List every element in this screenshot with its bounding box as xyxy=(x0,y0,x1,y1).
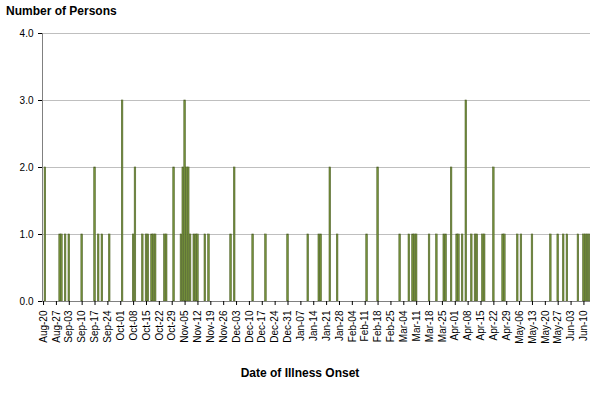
svg-text:Feb-04: Feb-04 xyxy=(347,310,358,342)
svg-text:Jan-14: Jan-14 xyxy=(308,310,319,341)
svg-text:Oct-15: Oct-15 xyxy=(141,310,152,340)
svg-text:Nov-19: Nov-19 xyxy=(205,310,216,343)
svg-text:Sep-10: Sep-10 xyxy=(76,310,87,343)
svg-text:Oct-08: Oct-08 xyxy=(128,310,139,340)
svg-text:Sep-17: Sep-17 xyxy=(89,310,100,343)
svg-text:0.0: 0.0 xyxy=(20,296,34,307)
svg-text:Dec-17: Dec-17 xyxy=(256,310,267,343)
svg-text:Sep-03: Sep-03 xyxy=(63,310,74,343)
svg-text:Mar-25: Mar-25 xyxy=(437,310,448,342)
svg-text:Feb-25: Feb-25 xyxy=(385,310,396,342)
svg-text:Jun-03: Jun-03 xyxy=(565,310,576,341)
svg-text:Apr-29: Apr-29 xyxy=(501,310,512,340)
svg-text:Apr-15: Apr-15 xyxy=(475,310,486,340)
svg-text:Jan-21: Jan-21 xyxy=(321,310,332,341)
svg-text:Feb-18: Feb-18 xyxy=(372,310,383,342)
svg-text:Nov-26: Nov-26 xyxy=(218,310,229,343)
svg-text:Mar-11: Mar-11 xyxy=(411,310,422,341)
svg-text:May-06: May-06 xyxy=(514,310,525,344)
svg-text:2.0: 2.0 xyxy=(20,162,34,173)
svg-text:Oct-29: Oct-29 xyxy=(166,310,177,340)
svg-text:Dec-03: Dec-03 xyxy=(231,310,242,343)
svg-text:Dec-24: Dec-24 xyxy=(269,310,280,343)
svg-text:Feb-11: Feb-11 xyxy=(359,310,370,341)
svg-text:Apr-01: Apr-01 xyxy=(449,310,460,340)
svg-text:May-13: May-13 xyxy=(527,310,538,344)
svg-text:Dec-31: Dec-31 xyxy=(282,310,293,343)
svg-text:Nov-05: Nov-05 xyxy=(179,310,190,343)
svg-text:Aug-27: Aug-27 xyxy=(51,310,62,343)
svg-text:Oct-01: Oct-01 xyxy=(115,310,126,340)
svg-text:May-20: May-20 xyxy=(540,310,551,344)
svg-text:Mar-18: Mar-18 xyxy=(424,310,435,342)
svg-text:1.0: 1.0 xyxy=(20,229,34,240)
svg-text:Aug-20: Aug-20 xyxy=(38,310,49,343)
svg-text:Jan-07: Jan-07 xyxy=(295,310,306,341)
svg-text:Jun-10: Jun-10 xyxy=(578,310,589,341)
svg-text:Jan-28: Jan-28 xyxy=(334,310,345,341)
svg-text:Sep-24: Sep-24 xyxy=(102,310,113,343)
html-text:Number of Persons: Number of Persons xyxy=(6,4,117,18)
svg-text:3.0: 3.0 xyxy=(20,95,34,106)
html-text:Date of Illness Onset: Date of Illness Onset xyxy=(240,366,360,380)
svg-text:Dec-10: Dec-10 xyxy=(244,310,255,343)
svg-text:May-27: May-27 xyxy=(552,310,563,344)
svg-text:4.0: 4.0 xyxy=(20,28,34,39)
svg-text:Apr-22: Apr-22 xyxy=(488,310,499,340)
svg-text:Apr-08: Apr-08 xyxy=(462,310,473,340)
svg-text:Nov-12: Nov-12 xyxy=(192,310,203,343)
svg-text:Oct-22: Oct-22 xyxy=(154,310,165,340)
svg-text:Mar-04: Mar-04 xyxy=(398,310,409,342)
